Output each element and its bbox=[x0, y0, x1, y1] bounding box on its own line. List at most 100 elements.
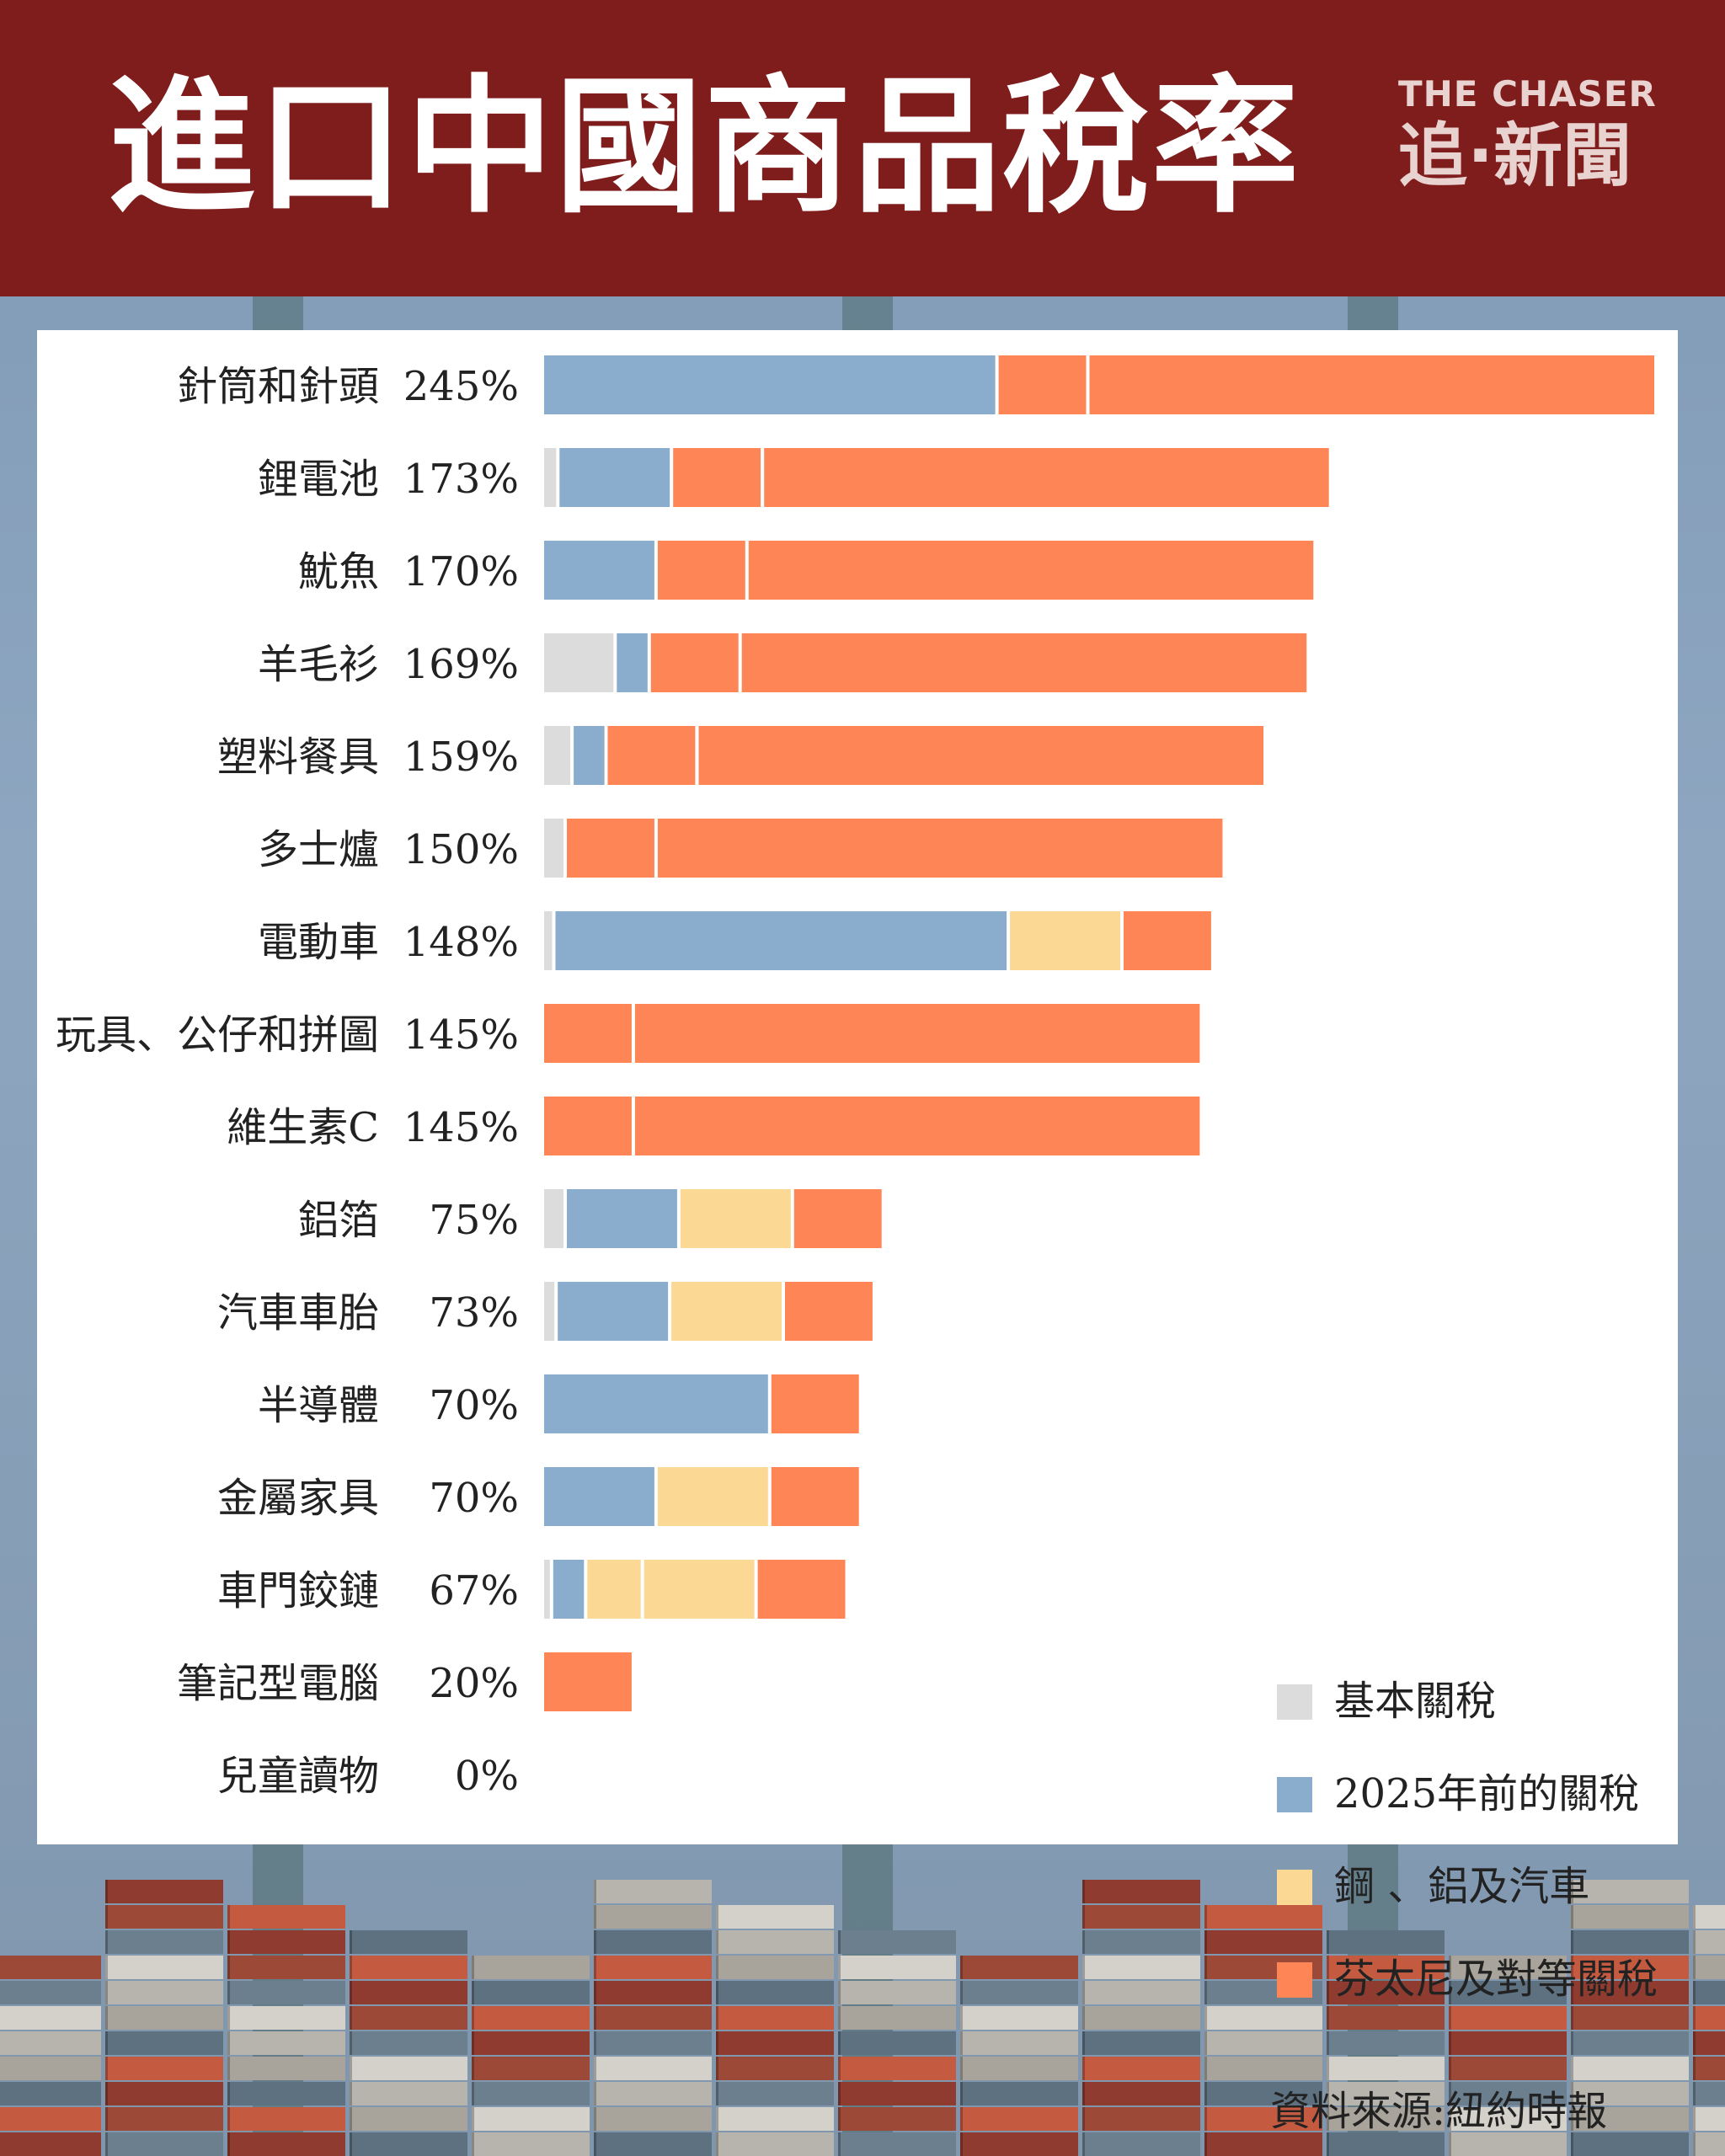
bar-segment-fentanyl bbox=[998, 355, 1087, 414]
bar-segment-steel bbox=[587, 1560, 641, 1619]
shipping-container bbox=[838, 2107, 956, 2131]
shipping-container bbox=[105, 1956, 223, 1979]
bar-segment-fentanyl bbox=[771, 1467, 859, 1526]
bar-segment-steel bbox=[671, 1282, 782, 1341]
shipping-container bbox=[1204, 2082, 1322, 2105]
bar-segment-base bbox=[544, 911, 553, 970]
bar-segment-fentanyl bbox=[544, 1004, 632, 1063]
shipping-container bbox=[1327, 1981, 1445, 2004]
total-label: 159% bbox=[403, 734, 519, 781]
shipping-container bbox=[0, 2006, 101, 2030]
shipping-container bbox=[1693, 1905, 1725, 1929]
shipping-container bbox=[1571, 1981, 1689, 2004]
bar-segment-fentanyl bbox=[673, 448, 761, 507]
bar-segment-fentanyl bbox=[544, 1652, 632, 1711]
legend-swatch-pre2025 bbox=[1277, 1777, 1312, 1812]
shipping-container bbox=[105, 2082, 223, 2105]
category-label: 針筒和針頭 bbox=[177, 363, 379, 410]
shipping-container bbox=[1082, 2082, 1200, 2105]
bar-segment-pre2025 bbox=[553, 1560, 585, 1619]
bar-segment-pre2025 bbox=[559, 448, 670, 507]
shipping-container bbox=[838, 1981, 956, 2004]
shipping-container bbox=[1693, 1981, 1725, 2004]
legend-label-fentanyl: 芬太尼及對等關稅 bbox=[1334, 1956, 1658, 2003]
shipping-container bbox=[1571, 2031, 1689, 2055]
bar-segment-fentanyl bbox=[698, 726, 1263, 785]
shipping-container bbox=[227, 2031, 345, 2055]
tariff-bar-chart: 針筒和針頭 245% 鋰電池 173% 魷魚 170% 羊毛衫 169% 塑料餐具 159% 多士爐… bbox=[56, 355, 1654, 1800]
shipping-container bbox=[1449, 2031, 1567, 2055]
bar-segment-pre2025 bbox=[617, 633, 648, 692]
shipping-container bbox=[594, 2082, 712, 2105]
shipping-container bbox=[960, 2006, 1078, 2030]
shipping-container bbox=[838, 2057, 956, 2080]
bar-segment-fentanyl bbox=[544, 1097, 632, 1155]
shipping-container bbox=[1571, 2107, 1689, 2131]
shipping-container bbox=[472, 1981, 590, 2004]
shipping-container bbox=[1082, 1905, 1200, 1929]
shipping-container bbox=[227, 2107, 345, 2131]
shipping-container bbox=[1082, 2057, 1200, 2080]
shipping-container bbox=[227, 1956, 345, 1979]
shipping-container bbox=[350, 1956, 467, 1979]
category-label: 兒童讀物 bbox=[217, 1753, 379, 1800]
shipping-container bbox=[1449, 2082, 1567, 2105]
shipping-container bbox=[1204, 2132, 1322, 2156]
shipping-container bbox=[350, 2107, 467, 2131]
bar-segment-pre2025 bbox=[555, 911, 1007, 970]
shipping-container bbox=[1327, 2132, 1445, 2156]
shipping-container bbox=[838, 2132, 956, 2156]
shipping-container bbox=[1571, 2132, 1689, 2156]
shipping-container bbox=[105, 2132, 223, 2156]
shipping-container bbox=[716, 2006, 834, 2030]
shipping-container bbox=[1082, 1930, 1200, 1954]
shipping-container bbox=[472, 2107, 590, 2131]
bar-segment-pre2025 bbox=[574, 726, 605, 785]
bar-segment-pre2025 bbox=[544, 541, 654, 600]
category-label: 維生素C bbox=[227, 1104, 379, 1151]
bar-segment-fentanyl bbox=[757, 1560, 846, 1619]
bar-segment-pre2025 bbox=[544, 1467, 654, 1526]
container-stack bbox=[1693, 1903, 1725, 2156]
shipping-container bbox=[105, 2107, 223, 2131]
shipping-container bbox=[1693, 2031, 1725, 2055]
bar-segment-fentanyl bbox=[785, 1282, 873, 1341]
shipping-container bbox=[472, 1956, 590, 1979]
shipping-container bbox=[1082, 1880, 1200, 1903]
shipping-container bbox=[960, 1956, 1078, 1979]
total-label: 145% bbox=[403, 1104, 519, 1151]
shipping-container bbox=[838, 2031, 956, 2055]
shipping-container bbox=[350, 1930, 467, 1954]
shipping-container bbox=[472, 2132, 590, 2156]
bar-segment-steel bbox=[1010, 911, 1120, 970]
page-title: 進口中國商品稅率 bbox=[108, 61, 1300, 233]
shipping-container bbox=[716, 1956, 834, 1979]
category-label: 筆記型電腦 bbox=[177, 1660, 379, 1707]
header-banner: 進口中國商品稅率 THE CHASER 追·新聞 bbox=[0, 0, 1725, 296]
shipping-container bbox=[1571, 2057, 1689, 2080]
bar-segment-fentanyl bbox=[771, 1374, 859, 1433]
shipping-container bbox=[838, 2082, 956, 2105]
shipping-container bbox=[1327, 2057, 1445, 2080]
shipping-container bbox=[594, 2031, 712, 2055]
shipping-container bbox=[716, 2082, 834, 2105]
bar-segment-fentanyl bbox=[650, 633, 739, 692]
shipping-container bbox=[0, 2057, 101, 2080]
shipping-container bbox=[1204, 2031, 1322, 2055]
shipping-container bbox=[716, 2031, 834, 2055]
total-label: 173% bbox=[403, 456, 519, 503]
category-label: 半導體 bbox=[258, 1382, 379, 1429]
container-stack bbox=[838, 1929, 956, 2156]
shipping-container bbox=[1204, 2107, 1322, 2131]
bar-segment-steel bbox=[644, 1560, 755, 1619]
shipping-container bbox=[0, 2132, 101, 2156]
total-label: 169% bbox=[403, 641, 519, 688]
shipping-container bbox=[838, 2006, 956, 2030]
total-label: 0% bbox=[455, 1753, 519, 1800]
bar-segment-steel bbox=[657, 1467, 768, 1526]
shipping-container bbox=[472, 2082, 590, 2105]
shipping-container bbox=[1082, 1981, 1200, 2004]
shipping-container bbox=[716, 1981, 834, 2004]
total-label: 67% bbox=[429, 1567, 519, 1614]
shipping-container bbox=[594, 2006, 712, 2030]
